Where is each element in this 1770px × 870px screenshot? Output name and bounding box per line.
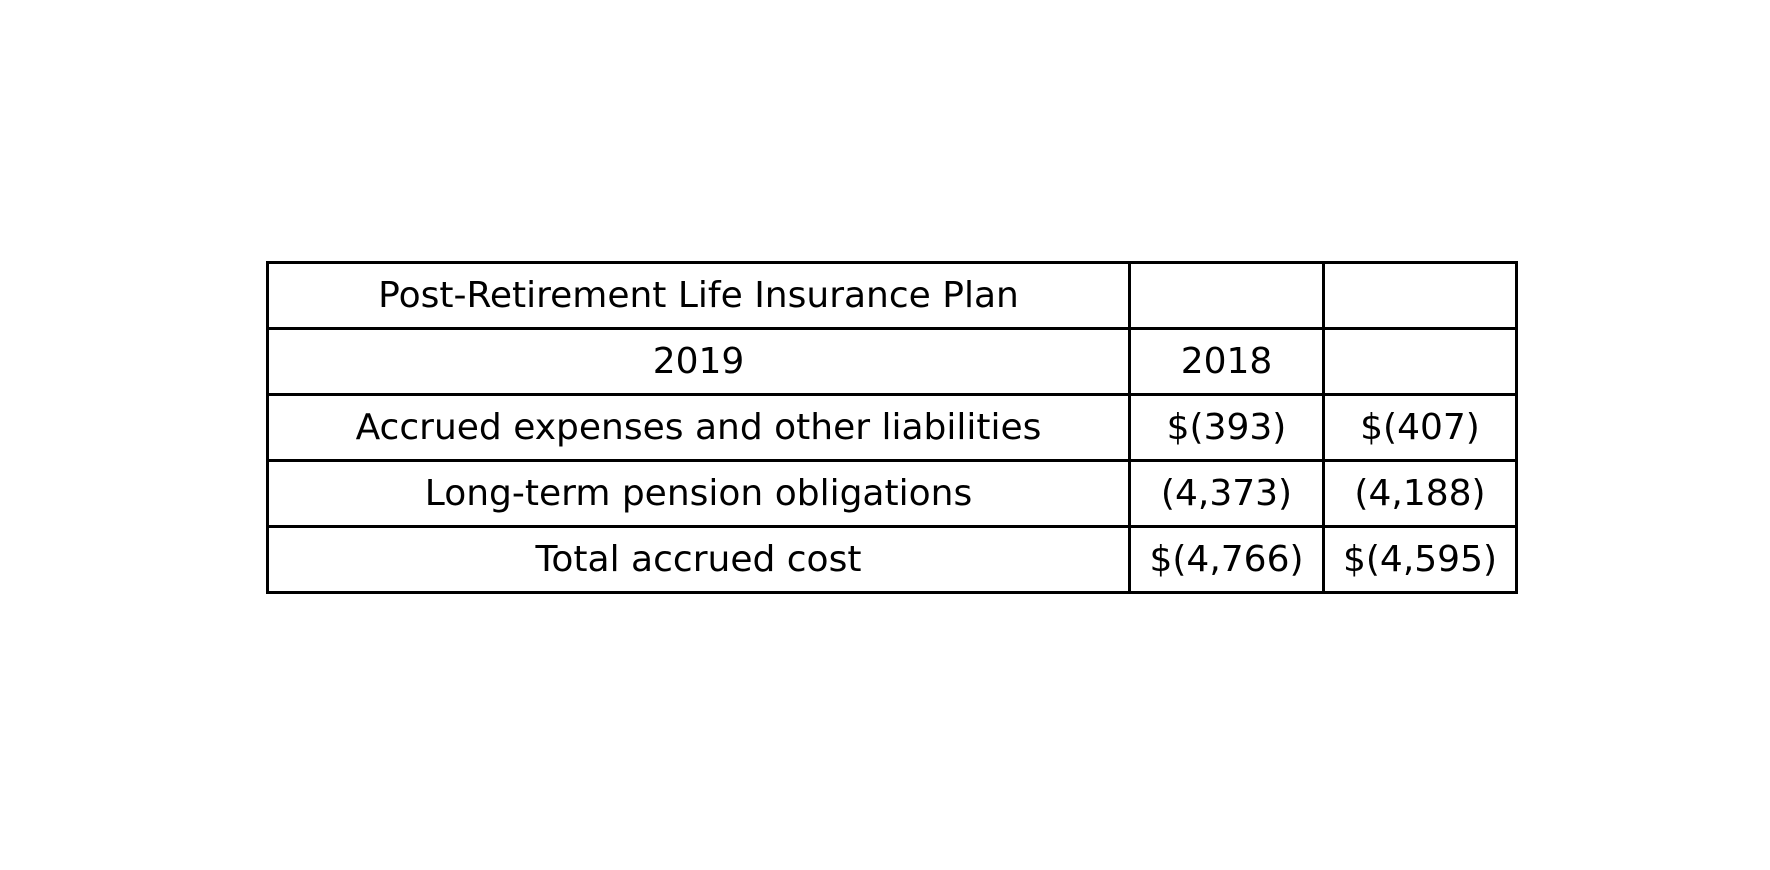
table-cell: Post-Retirement Life Insurance Plan [266,261,1131,330]
table-cell: Accrued expenses and other liabilities [266,393,1131,462]
table-cell [1322,327,1518,396]
table-row-total: Total accrued cost $(4,766) $(4,595) [266,525,1518,594]
table-cell: $(393) [1128,393,1325,462]
table-row-years: 2019 2018 [266,327,1518,396]
table-cell: (4,188) [1322,459,1518,528]
table-cell: 2019 [266,327,1131,396]
table-cell: (4,373) [1128,459,1325,528]
table-cell: Total accrued cost [266,525,1131,594]
table-row-title: Post-Retirement Life Insurance Plan [266,261,1518,330]
table-row: Accrued expenses and other liabilities $… [266,393,1518,462]
table-cell [1322,261,1518,330]
table-cell: $(407) [1322,393,1518,462]
financial-table: Post-Retirement Life Insurance Plan 2019… [266,261,1518,594]
table-row: Long-term pension obligations (4,373) (4… [266,459,1518,528]
table-cell: $(4,766) [1128,525,1325,594]
table-cell [1128,261,1325,330]
table-cell: Long-term pension obligations [266,459,1131,528]
table-cell: 2018 [1128,327,1325,396]
table-cell: $(4,595) [1322,525,1518,594]
